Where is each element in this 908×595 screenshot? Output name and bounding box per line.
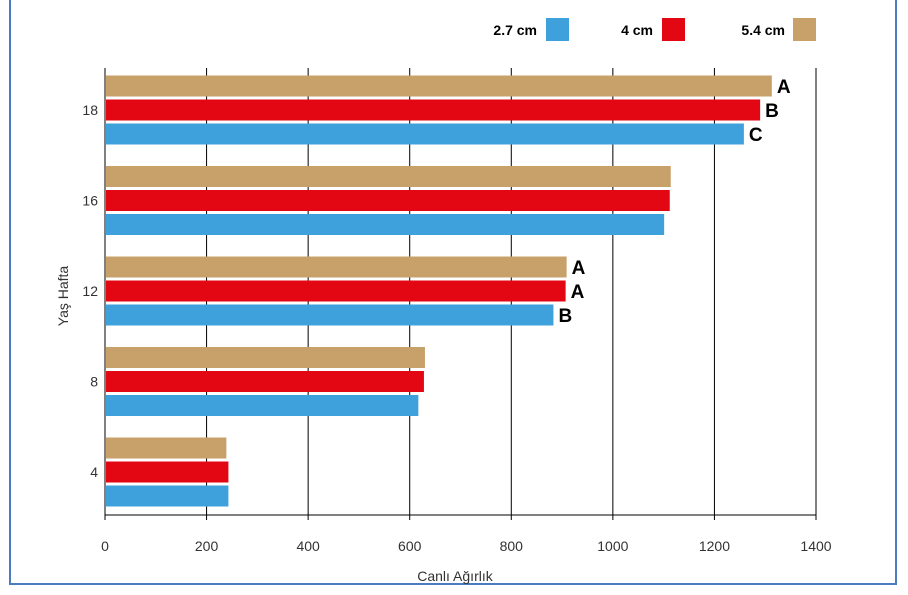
bar bbox=[106, 166, 671, 187]
axes bbox=[104, 68, 816, 516]
x-tick-label: 800 bbox=[500, 538, 524, 554]
bar bbox=[106, 461, 229, 483]
y-tick-label: 18 bbox=[82, 102, 98, 118]
y-tick-label: 8 bbox=[90, 374, 98, 390]
bar bbox=[106, 190, 670, 211]
bar bbox=[106, 123, 744, 145]
legend-label: 5.4 cm bbox=[741, 22, 785, 38]
y-tick-label: 16 bbox=[82, 193, 98, 209]
significance-label: B bbox=[558, 306, 572, 327]
significance-label: A bbox=[777, 77, 791, 98]
y-tick-label: 4 bbox=[90, 464, 98, 480]
bar bbox=[106, 437, 227, 459]
significance-label: A bbox=[572, 258, 586, 279]
x-tick-labels: 0 200 400 600 800 1000 1200 1400 bbox=[101, 515, 832, 554]
bar bbox=[106, 485, 229, 507]
bar bbox=[106, 75, 772, 97]
x-tick-label: 1200 bbox=[699, 538, 730, 554]
legend-swatch bbox=[546, 18, 569, 41]
x-tick-label: 1400 bbox=[800, 538, 831, 554]
y-tick-label: 12 bbox=[82, 283, 98, 299]
significance-label: B bbox=[765, 101, 779, 122]
y-axis-title: Yaş Hafta bbox=[55, 266, 71, 327]
y-tick-labels: 4 8 12 16 18 bbox=[82, 102, 98, 480]
bar bbox=[106, 280, 566, 302]
bar bbox=[106, 256, 567, 278]
bar bbox=[106, 395, 419, 416]
x-tick-label: 200 bbox=[195, 538, 219, 554]
bar bbox=[106, 214, 665, 235]
bar bbox=[106, 371, 424, 392]
bars bbox=[106, 75, 772, 507]
x-tick-label: 0 bbox=[101, 538, 109, 554]
legend-label: 2.7 cm bbox=[493, 22, 537, 38]
legend-swatch bbox=[662, 18, 685, 41]
legend-label: 4 cm bbox=[621, 22, 653, 38]
significance-label: C bbox=[749, 125, 763, 146]
bar bbox=[106, 347, 425, 368]
x-tick-label: 1000 bbox=[597, 538, 628, 554]
significance-label: A bbox=[571, 282, 585, 303]
chart-frame bbox=[9, 0, 897, 585]
bar bbox=[106, 99, 761, 121]
bar bbox=[106, 304, 554, 326]
legend: 2.7 cm 4 cm 5.4 cm bbox=[493, 18, 816, 41]
legend-swatch bbox=[793, 18, 816, 41]
x-tick-label: 400 bbox=[296, 538, 320, 554]
x-axis-title: Canlı Ağırlık bbox=[417, 568, 493, 584]
x-tick-label: 600 bbox=[398, 538, 422, 554]
